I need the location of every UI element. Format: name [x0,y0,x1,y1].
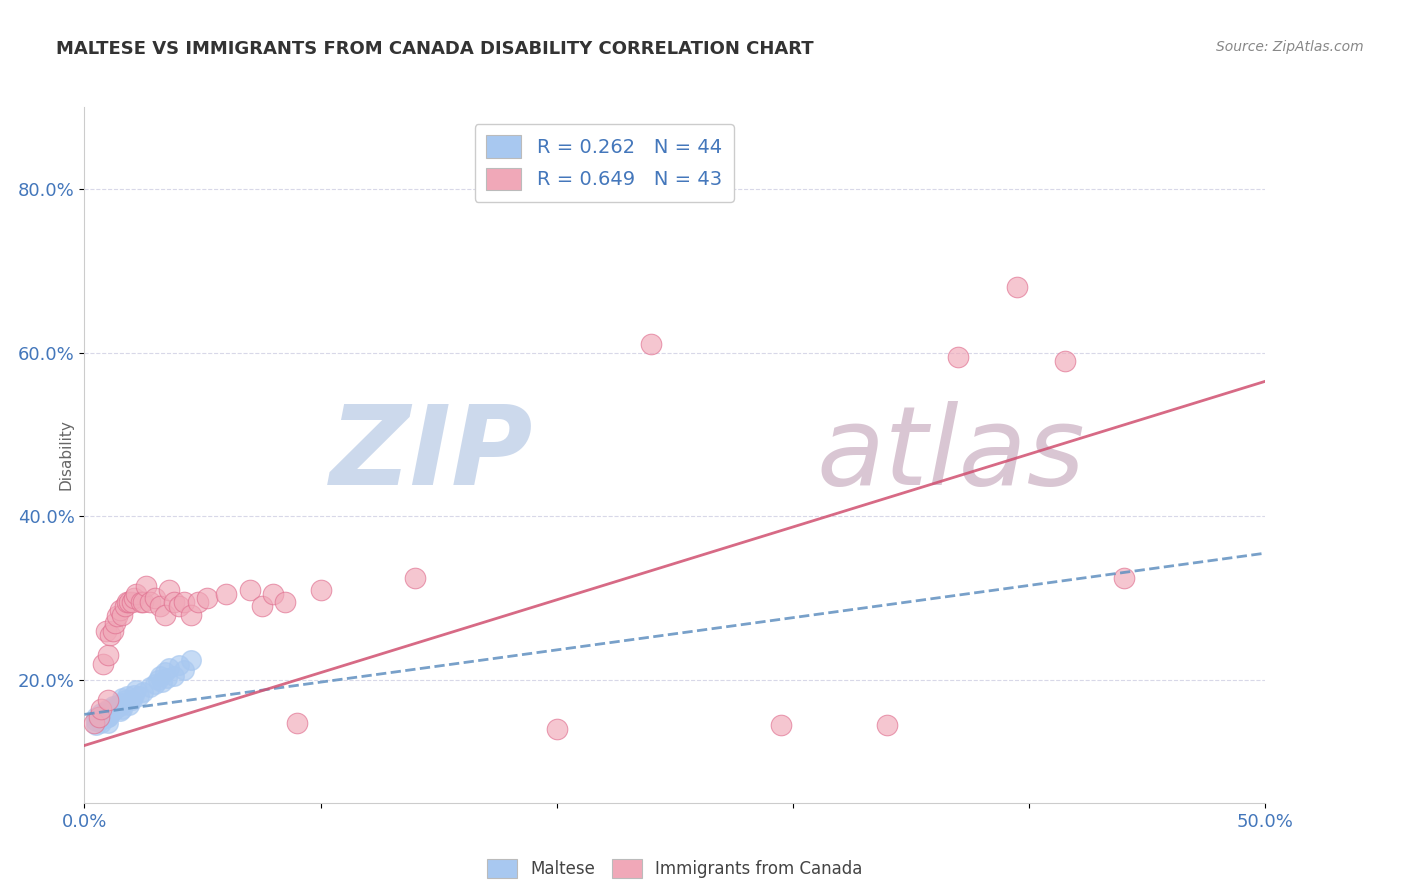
Point [143,677,166,691]
Point [640,337,662,351]
Point [546,722,568,736]
Point [90,701,112,715]
Point [91,657,114,671]
Point [97,706,120,720]
Point [114,599,136,614]
Point [149,669,172,683]
Point [97,710,120,724]
Legend: Maltese, Immigrants from Canada: Maltese, Immigrants from Canada [481,853,869,885]
Point [239,582,262,597]
Point [114,693,136,707]
Point [1007,280,1029,294]
Point [122,591,145,606]
Point [97,701,120,715]
Point [285,715,308,730]
Point [157,661,180,675]
Y-axis label: Disability: Disability [58,419,73,491]
Point [107,698,129,712]
Point [153,665,176,679]
Point [84,710,107,724]
Point [90,715,112,730]
Point [97,710,120,724]
Point [150,674,173,689]
Point [157,582,180,597]
Point [84,718,107,732]
Point [1053,353,1076,368]
Point [111,701,134,715]
Point [108,699,131,714]
Point [118,595,141,609]
Point [770,718,793,732]
Point [94,624,117,638]
Point [262,587,284,601]
Text: MALTESE VS IMMIGRANTS FROM CANADA DISABILITY CORRELATION CHART: MALTESE VS IMMIGRANTS FROM CANADA DISABI… [56,40,814,58]
Point [115,690,138,704]
Point [149,599,172,614]
Point [187,595,209,609]
Point [195,591,218,606]
Point [111,607,134,622]
Text: atlas: atlas [817,401,1085,508]
Point [129,595,152,609]
Point [167,599,190,614]
Point [84,714,107,728]
Point [404,571,426,585]
Point [108,704,131,718]
Point [111,696,134,710]
Point [90,706,112,720]
Point [250,599,273,614]
Point [125,682,148,697]
Point [87,710,110,724]
Point [180,607,202,622]
Point [122,688,145,702]
Point [139,595,162,609]
Point [163,669,186,683]
Point [104,615,127,630]
Point [98,707,121,722]
Text: ZIP: ZIP [329,401,533,508]
Point [132,685,155,699]
Point [118,698,141,712]
Point [97,693,120,707]
Point [125,587,148,601]
Point [153,607,176,622]
Point [132,595,155,609]
Point [121,693,143,707]
Point [91,707,114,722]
Point [101,624,124,638]
Point [104,701,127,715]
Point [173,663,195,677]
Point [876,718,898,732]
Point [94,704,117,718]
Point [180,652,202,666]
Point [948,350,970,364]
Point [163,595,186,609]
Point [97,715,120,730]
Point [107,609,129,624]
Point [83,715,105,730]
Point [215,587,238,601]
Point [139,680,162,694]
Point [128,690,150,704]
Point [274,595,297,609]
Point [101,699,124,714]
Point [146,673,169,687]
Point [98,628,121,642]
Point [108,603,131,617]
Point [135,579,157,593]
Point [309,582,332,597]
Point [115,595,138,609]
Point [111,691,134,706]
Point [167,658,190,673]
Point [91,712,114,726]
Point [156,672,179,686]
Point [121,595,143,609]
Point [1112,571,1135,585]
Point [173,595,195,609]
Point [97,648,120,663]
Text: Source: ZipAtlas.com: Source: ZipAtlas.com [1216,40,1364,54]
Point [143,591,166,606]
Point [94,710,117,724]
Point [101,704,124,718]
